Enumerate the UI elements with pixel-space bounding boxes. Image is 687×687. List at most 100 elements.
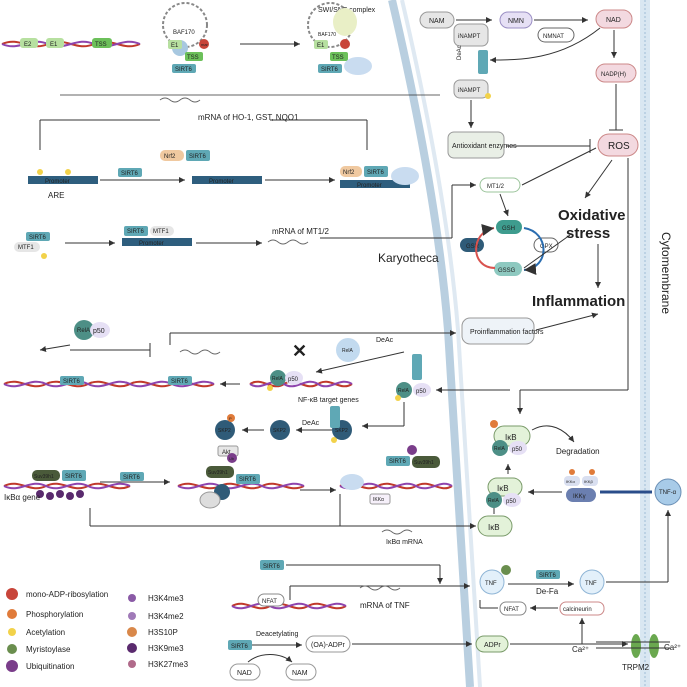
skp2-label-3: SKP2 [335, 428, 348, 434]
oaadpr-label: (OA)-ADPr [311, 642, 346, 649]
rela-label-top: RelA [77, 328, 90, 334]
rela-blurred [336, 338, 360, 362]
sirt6-box-ikba2 [120, 472, 144, 481]
rela-blurred-label: RelA [342, 348, 354, 354]
legend-h3k4me2: H3K4me2 [148, 612, 184, 621]
promoter-bar-3 [340, 180, 410, 188]
gssg-label: GSSG [498, 268, 516, 274]
sirt6-label-nrf2: SIRT6 [189, 154, 207, 160]
k9me3-cluster-1 [36, 490, 84, 500]
suv39h1-box-3 [412, 456, 440, 468]
skp2-label-2: SKP2 [273, 428, 286, 434]
ikba-mrna-label: IκBα mRNA [386, 539, 423, 546]
promoter-label-3: Promoter [357, 183, 382, 189]
inampt-box-1 [453, 23, 489, 47]
rna-pol-ikba [340, 474, 364, 490]
antioxidant-box [447, 131, 505, 159]
nam-box [419, 11, 455, 29]
trpm2-label: TRPM2 [622, 663, 650, 672]
phos-p-label: P [229, 416, 232, 421]
nfat-box-2 [499, 601, 527, 616]
ikka-box-2 [564, 476, 580, 486]
deac-arrow-nfkb [315, 351, 405, 374]
sirt6-box-nrf2 [186, 150, 210, 161]
sirt6-box-nrf3 [364, 166, 388, 177]
sirt6-box-tnf [260, 560, 284, 570]
tss-label-3: TSS [332, 55, 344, 61]
gpx-label: GPX [540, 244, 553, 250]
e2-label: E2 [24, 42, 32, 48]
legend-myri: Myristoylase [26, 645, 71, 654]
dna-strand-tnf [231, 602, 347, 610]
ca2-label-out: Ca²⁺ [664, 643, 681, 652]
sirt6-label-ikba: SIRT6 [65, 474, 83, 480]
legend-mono-icon [6, 588, 18, 600]
sirt6-label-ikba2: SIRT6 [123, 475, 141, 481]
legend-k9me3-icon [127, 643, 137, 653]
baf170-label-2: BAF170 [318, 32, 336, 38]
acet-target [267, 385, 273, 391]
e1-label-3: E1 [317, 43, 325, 49]
sirt6-box-ikba4 [386, 456, 410, 466]
karyotheca-label: Karyotheca [378, 251, 439, 265]
tss-box [92, 38, 112, 48]
mt12-box [479, 177, 521, 193]
p50-acet [413, 383, 431, 397]
mtf1-box-1 [14, 242, 40, 252]
arrow-degradation [531, 425, 575, 443]
gssg-box [494, 262, 522, 276]
mar-mark-2 [340, 39, 350, 49]
nrf2-label-1: Nrf2 [164, 154, 176, 160]
inampt-label-1: iNAMPT [458, 34, 481, 40]
mt12-to-gsh [499, 193, 509, 217]
e1-label-2: E1 [171, 43, 179, 49]
phos-ikk-1 [569, 469, 575, 475]
deac-label-nad: DeAc [457, 45, 463, 60]
tss-box-3 [330, 52, 348, 61]
inampt-box-2 [453, 79, 489, 99]
nrf2-label-2: Nrf2 [343, 170, 355, 176]
nad-box [595, 9, 633, 29]
promoter-label-1: Promoter [45, 179, 70, 185]
ros-box [597, 133, 639, 157]
sirt6-box-top-1 [172, 64, 196, 73]
nfat-box-1 [257, 593, 285, 607]
sirt6-box-ikba3 [236, 474, 260, 484]
legend-phos-icon [7, 609, 17, 619]
legend-ubiq: Ubiquitination [26, 662, 74, 671]
sirt6-label-top-1: SIRT6 [175, 67, 193, 73]
degradation-label: Degradation [556, 447, 600, 456]
ikb-label-top: IκB [505, 433, 517, 442]
antioxidant-label: Antioxidant enzymes [452, 143, 517, 150]
legend-myri-icon [7, 644, 17, 654]
dna-strand-ikba [3, 482, 131, 490]
rela-nfkb-target [270, 370, 286, 386]
adpr-box [475, 635, 509, 653]
mrna-wave-nfkb [179, 349, 221, 355]
myri-tnf [501, 565, 511, 575]
rela-label-top-ikb: RelA [494, 446, 506, 452]
mrna-ho1-label: mRNA of HO-1, GST, NQO1 [198, 113, 299, 122]
acet-skp2 [331, 437, 337, 443]
rela-top-ikb [492, 440, 508, 456]
acet-rela [395, 395, 401, 401]
ikka-label-2: IKKα [566, 479, 575, 484]
promoter-bar-2 [192, 176, 262, 184]
legend-h3s10p: H3S10P [148, 628, 178, 637]
legend: mono-ADP-ribosylation Phosphorylation Ac… [6, 588, 189, 672]
mtf1-label-2: MTF1 [153, 229, 169, 235]
akt-label: Akt [222, 450, 231, 456]
sirt6-label-defa: SIRT6 [539, 573, 557, 579]
legend-s10p-icon [127, 627, 137, 637]
proinflammation-label: Proinflammation factors [470, 329, 544, 336]
sirt6-box-skp [330, 406, 340, 428]
tnf-2 [579, 569, 605, 595]
oxidative-label: Oxidative [558, 207, 626, 224]
nrf2-box-1 [160, 150, 184, 161]
p50-mid [503, 493, 521, 507]
sirt6-box-defa [536, 570, 560, 579]
p50-label-top-ikb: p50 [512, 447, 523, 453]
sirt6-label-mtf: SIRT6 [29, 235, 47, 241]
arrow-nfkb-up [39, 344, 71, 352]
